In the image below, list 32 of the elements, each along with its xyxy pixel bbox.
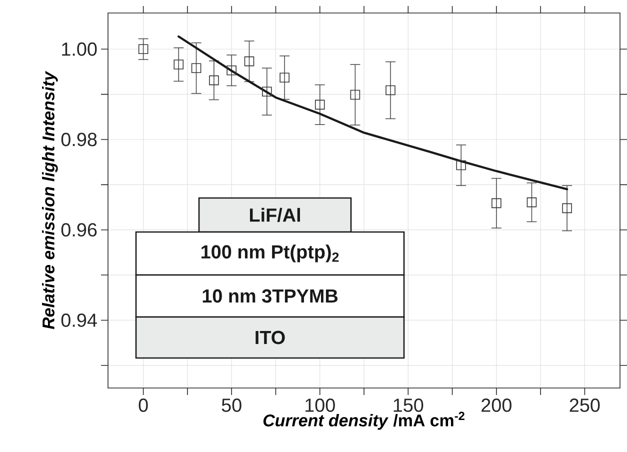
point xyxy=(209,75,219,86)
point xyxy=(386,85,396,96)
line-series xyxy=(178,35,568,190)
point xyxy=(191,63,202,74)
point xyxy=(350,90,360,100)
y-tick-label: 1.00 xyxy=(62,42,97,56)
point xyxy=(562,203,572,214)
x-tick-label: 150 xyxy=(394,398,424,412)
x-tick-label: 250 xyxy=(570,398,600,412)
x-tick-label: 200 xyxy=(482,398,512,412)
point xyxy=(226,65,236,76)
annotation: 100 nm Pt(ptp)$_{2}$ xyxy=(202,244,339,262)
point xyxy=(244,56,254,66)
annotation: ITO xyxy=(256,330,285,344)
y-tick-label: 0.94 xyxy=(61,314,97,327)
x-tick-label: 50 xyxy=(222,398,242,412)
point xyxy=(526,197,537,208)
y-tick-label: 0.98 xyxy=(61,132,97,146)
y-axis-title: Relative emission light Intensity xyxy=(42,70,58,330)
y-tick-label: 0.96 xyxy=(61,223,97,237)
point xyxy=(138,44,148,54)
annotation: LiF/Al xyxy=(250,208,300,222)
point xyxy=(314,100,325,110)
point xyxy=(456,160,466,170)
point xyxy=(262,86,272,97)
x-tick-label: 100 xyxy=(306,398,335,412)
point xyxy=(280,72,290,82)
x-axis-title: Current density /mA cm$^{-2}$ xyxy=(263,412,464,430)
point xyxy=(174,60,184,70)
point xyxy=(492,198,502,208)
x-tick-label: 0 xyxy=(138,398,148,412)
annotation: 10 nm 3TPYMB xyxy=(202,289,338,303)
